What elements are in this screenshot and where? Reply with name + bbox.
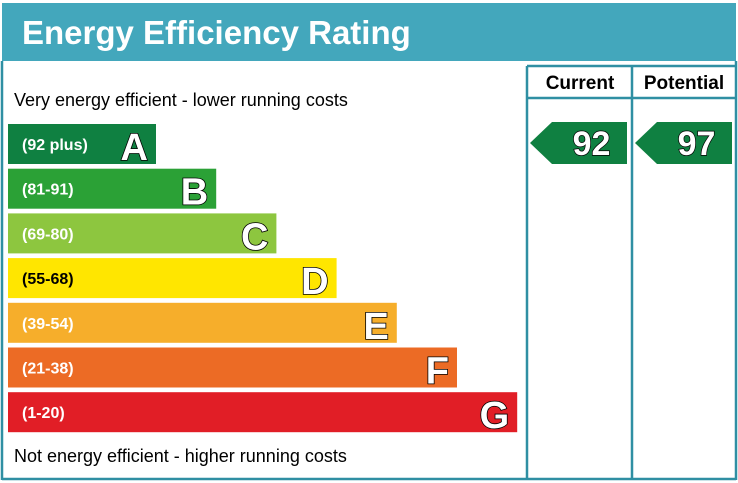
band-bar xyxy=(8,213,277,254)
chart-title: Energy Efficiency Rating xyxy=(22,14,411,51)
rating-arrows: 92 97 xyxy=(530,122,732,164)
band-b: (81-91) B xyxy=(8,168,217,214)
current-rating-arrow-value: 92 xyxy=(573,125,611,163)
potential-rating-arrow-value: 97 xyxy=(678,125,716,163)
potential-rating-arrow-shape xyxy=(635,122,732,164)
chart-frame xyxy=(0,61,738,481)
column-header-current: Current xyxy=(546,73,615,94)
band-range-label: (81-91) xyxy=(22,182,74,199)
band-range-label: (1-20) xyxy=(22,405,65,422)
band-letter: C xyxy=(241,216,268,258)
band-c: (69-80) C xyxy=(8,213,277,259)
band-letter: D xyxy=(301,261,328,303)
current-rating-arrow: 92 xyxy=(530,122,627,164)
column-header-potential: Potential xyxy=(644,73,724,94)
band-bar xyxy=(8,347,457,388)
rating-bands: (92 plus) A(81-91) B(69-80) C(55-68) D(39-54… xyxy=(8,124,518,438)
potential-rating-arrow: 97 xyxy=(635,122,732,164)
title-bar xyxy=(2,3,736,61)
band-letter: F xyxy=(426,351,449,393)
band-g: (1-20) G xyxy=(8,392,518,438)
band-d: (55-68) D xyxy=(8,258,337,304)
current-rating-arrow-shape xyxy=(530,122,627,164)
band-letter: B xyxy=(181,172,208,214)
band-range-label: (21-38) xyxy=(22,361,74,378)
band-range-label: (92 plus) xyxy=(22,137,88,154)
band-e: (39-54) E xyxy=(8,302,397,349)
band-bar xyxy=(8,302,397,343)
band-letter: G xyxy=(480,395,510,437)
bottom-note: Not energy efficient - higher running co… xyxy=(14,446,347,466)
band-letter: E xyxy=(363,306,388,348)
band-range-label: (69-80) xyxy=(22,226,74,243)
top-note: Very energy efficient - lower running co… xyxy=(14,90,348,110)
band-bar xyxy=(8,124,156,164)
band-bar xyxy=(8,258,337,299)
band-letter: A xyxy=(121,127,148,169)
band-range-label: (55-68) xyxy=(22,271,74,288)
band-bar xyxy=(8,168,217,209)
band-f: (21-38) F xyxy=(8,347,457,393)
band-bar xyxy=(8,392,518,433)
band-range-label: (39-54) xyxy=(22,316,74,333)
band-a: (92 plus) A xyxy=(8,124,156,170)
